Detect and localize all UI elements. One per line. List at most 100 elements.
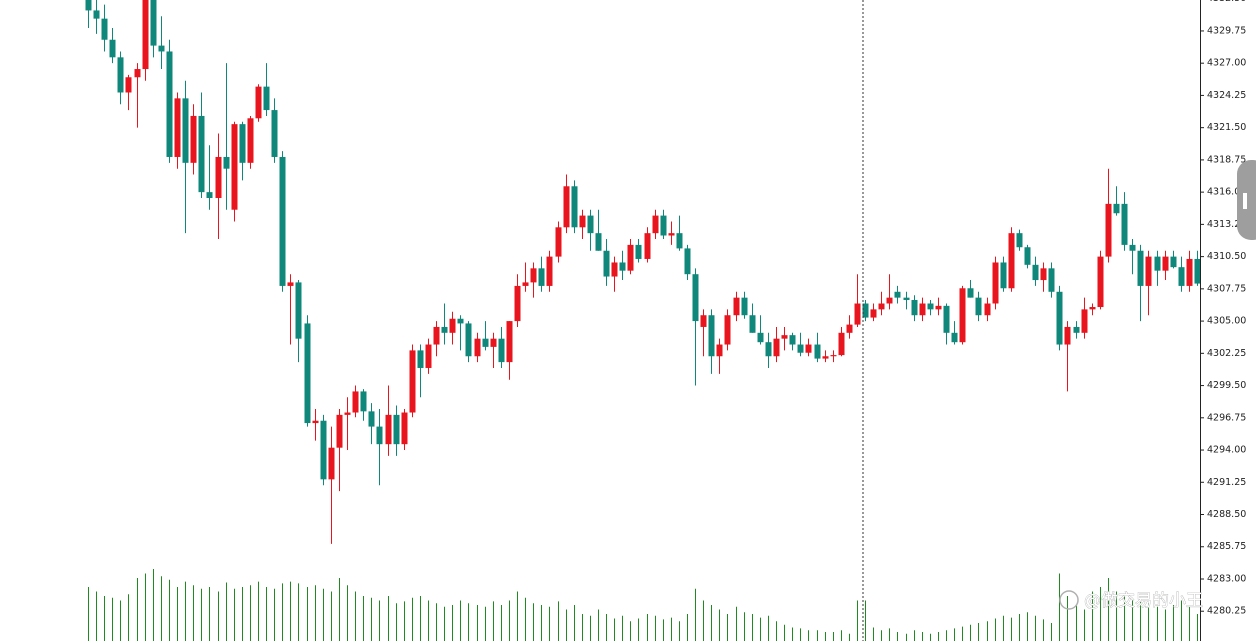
candle-body: [1194, 258, 1201, 284]
candle-body: [854, 303, 861, 325]
candle-body: [611, 262, 618, 277]
y-tick-label: 4305.00: [1207, 316, 1246, 327]
watermark-text: @做交易的小王: [1084, 591, 1203, 611]
candle-body: [959, 288, 966, 343]
y-tick-label: 4285.75: [1207, 541, 1246, 552]
candle-body: [1113, 203, 1120, 214]
candle-body: [546, 256, 553, 286]
price-layer: [85, 0, 1201, 544]
candle-body: [198, 115, 205, 193]
candle-body: [555, 227, 562, 257]
y-tick-label: 4291.25: [1207, 477, 1246, 488]
candle-body: [595, 233, 602, 251]
candle-body: [158, 45, 165, 52]
candle-body: [1186, 258, 1193, 286]
watermark: @做交易的小王: [1059, 590, 1203, 611]
candle-body: [279, 156, 286, 286]
y-tick-label: 4324.25: [1207, 90, 1246, 101]
candle-body: [101, 18, 108, 40]
y-tick-label: 4327.00: [1207, 58, 1246, 69]
candle-body: [231, 124, 238, 210]
candle-body: [903, 297, 910, 300]
candle-body: [1154, 256, 1161, 271]
candle-body: [684, 248, 691, 275]
candle-body: [935, 305, 942, 310]
candle-body: [563, 186, 570, 228]
candle-body: [190, 115, 197, 163]
candle-body: [1024, 247, 1031, 265]
candle-body: [1178, 267, 1185, 286]
candle-body: [1032, 264, 1039, 281]
y-tick-label: 4329.75: [1207, 25, 1246, 36]
candle-body: [700, 315, 707, 327]
candle-body: [846, 324, 853, 333]
candle-body: [215, 156, 222, 198]
candle-body: [393, 414, 400, 445]
candle-body: [773, 338, 780, 357]
candle-body: [174, 98, 181, 157]
candle-body: [498, 338, 505, 363]
candle-body: [943, 305, 950, 333]
candle-body: [1064, 326, 1071, 345]
y-tick-label: 4302.25: [1207, 348, 1246, 359]
candle-body: [1000, 262, 1007, 289]
candle-body: [93, 10, 100, 19]
candle-body: [425, 344, 432, 368]
candle-body: [166, 51, 173, 157]
y-tick-label: 4280.25: [1207, 606, 1246, 617]
candle-body: [1089, 307, 1096, 310]
candle-body: [490, 338, 497, 347]
candle-body: [797, 344, 804, 353]
candle-body: [708, 315, 715, 357]
candle-body: [1073, 326, 1080, 333]
candle-body: [814, 344, 821, 359]
candle-body: [919, 303, 926, 316]
candle-body: [449, 318, 456, 333]
y-tick-label: 4318.75: [1207, 154, 1246, 165]
candle-body: [822, 356, 829, 359]
candle-body: [1129, 244, 1136, 251]
candle-body: [886, 297, 893, 304]
candle-body: [627, 244, 634, 271]
candle-body: [660, 215, 667, 236]
candle-body: [134, 69, 141, 78]
candle-body: [538, 268, 545, 286]
candle-body: [352, 391, 359, 413]
candle-body: [1170, 256, 1177, 268]
candle-body: [360, 391, 367, 412]
candle-body: [757, 332, 764, 343]
candle-body: [223, 156, 230, 169]
candle-body: [109, 39, 116, 58]
candle-body: [312, 420, 319, 424]
candle-body: [474, 338, 481, 357]
y-tick-label: 4313.25: [1207, 219, 1246, 230]
candle-body: [271, 110, 278, 157]
y-tick-label: 4294.00: [1207, 445, 1246, 456]
candle-body: [85, 0, 92, 11]
candle-body: [635, 244, 642, 259]
y-tick-label: 4296.75: [1207, 412, 1246, 423]
candle-body: [749, 315, 756, 333]
y-tick-label: 4310.50: [1207, 251, 1246, 262]
candle-body: [368, 411, 375, 427]
scroll-handle-grip: [1243, 193, 1247, 209]
candle-body: [385, 414, 392, 445]
candle-body: [1081, 309, 1088, 333]
candle-body: [457, 318, 464, 324]
candle-body: [1056, 291, 1063, 345]
candle-body: [951, 332, 958, 343]
candle-body: [1048, 268, 1055, 292]
candle-body: [805, 344, 812, 353]
candle-body: [530, 268, 537, 283]
y-tick-label: 4316.00: [1207, 187, 1246, 198]
candle-body: [255, 86, 262, 119]
candle-body: [1008, 233, 1015, 289]
candle-body: [765, 342, 772, 357]
candle-body: [668, 233, 675, 236]
y-tick-label: 4321.50: [1207, 122, 1246, 133]
candle-body: [1016, 233, 1023, 248]
candle-body: [150, 0, 157, 46]
candle-body: [733, 297, 740, 316]
candle-body: [514, 285, 521, 322]
candle-body: [125, 77, 132, 93]
